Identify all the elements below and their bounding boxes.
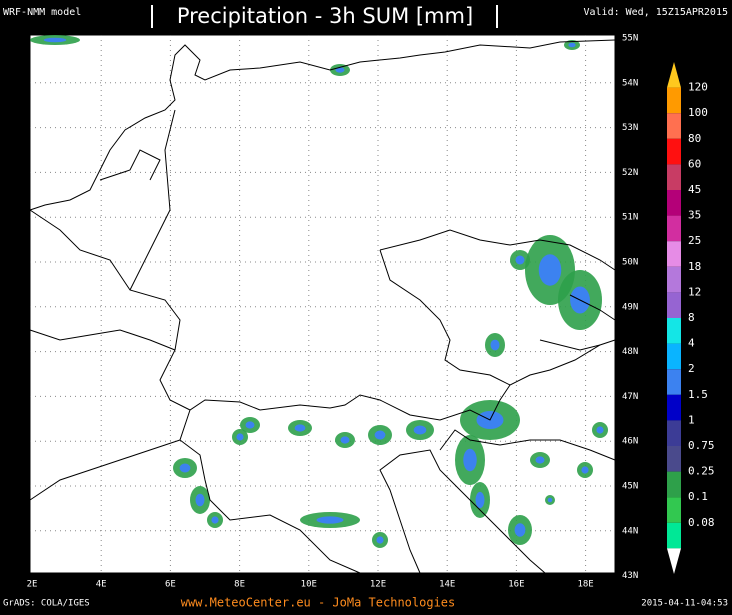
colorbar-segment <box>667 87 681 114</box>
lat-label: 53N <box>622 123 638 133</box>
rain-core <box>294 424 306 432</box>
map: 55N54N53N52N51N50N49N48N47N46N45N44N43N … <box>27 34 639 590</box>
lat-labels: 55N 54N 53N 52N 51N 50N 49N 48N 47N 46N 45N 44N 43N <box>622 34 638 582</box>
rain-core <box>195 493 205 507</box>
lat-label: 51N <box>622 213 638 223</box>
footer-right: 2015-04-11-04:53 <box>641 599 728 609</box>
rain-core <box>547 497 553 503</box>
colorbar-segment <box>667 266 681 293</box>
precipitation <box>30 35 608 548</box>
lat-label: 50N <box>622 258 638 268</box>
lat-label: 44N <box>622 526 638 536</box>
rain-core <box>568 42 576 48</box>
colorbar-segment <box>667 138 681 165</box>
rain-core <box>490 339 500 351</box>
colorbar-label: 12 <box>688 285 701 298</box>
footer-left: GrADS: COLA/IGES <box>3 599 90 609</box>
lat-label: 52N <box>622 168 638 178</box>
lon-labels: 2E 4E 6E 8E 10E 12E 14E 16E 18E <box>27 580 594 590</box>
colorbar-label: 2 <box>688 362 695 375</box>
colorbar-segment <box>667 471 681 498</box>
rain-core <box>335 67 345 73</box>
lon-label: 4E <box>96 580 107 590</box>
colorbar-segment <box>667 190 681 216</box>
colorbar-label: 100 <box>688 106 708 119</box>
colorbar-segment <box>667 394 681 421</box>
map-area <box>29 34 616 574</box>
lon-label: 14E <box>439 580 455 590</box>
rain-core <box>535 456 545 464</box>
rain-core <box>340 436 350 444</box>
colorbar-label: 45 <box>688 183 701 196</box>
lon-label: 6E <box>165 580 176 590</box>
lat-label: 47N <box>622 392 638 402</box>
rain-core <box>413 425 427 435</box>
lat-label: 54N <box>622 78 638 88</box>
rain-core <box>463 448 477 472</box>
colorbar-segment <box>667 420 681 446</box>
lon-label: 2E <box>27 580 38 590</box>
colorbar-segment <box>667 318 681 344</box>
colorbar-label: 120 <box>688 81 708 94</box>
lon-label: 16E <box>508 580 524 590</box>
rain-core <box>596 426 604 434</box>
colorbar-arrow <box>667 548 681 574</box>
lat-label: 43N <box>622 571 638 581</box>
colorbar-label: 80 <box>688 132 701 145</box>
colorbar-segment <box>667 292 681 318</box>
rain-core <box>236 433 244 441</box>
colorbar-segment <box>667 522 681 549</box>
colorbar-segment <box>667 241 681 267</box>
lat-label: 45N <box>622 482 638 492</box>
rain-core <box>514 523 526 537</box>
colorbar-label: 1 <box>688 413 695 426</box>
rain-core <box>475 491 485 509</box>
rain-core <box>211 516 219 524</box>
borders <box>29 39 616 574</box>
colorbar-segment <box>667 446 681 472</box>
colorbar-label: 0.25 <box>688 465 715 478</box>
colorbar-label: 0.75 <box>688 439 715 452</box>
model-label: WRF-NMM model <box>3 7 81 18</box>
rain-core <box>538 254 562 286</box>
valid-time: Valid: Wed, 15Z15APR2015 <box>584 7 729 18</box>
lat-label: 55N <box>622 34 638 44</box>
colorbar-label: 60 <box>688 157 701 170</box>
colorbar-label: 25 <box>688 234 701 247</box>
rain-core <box>581 466 589 474</box>
colorbar-segment <box>667 369 681 395</box>
colorbar-label: 8 <box>688 311 695 324</box>
colorbar-label: 0.1 <box>688 490 708 503</box>
lat-label: 48N <box>622 347 638 357</box>
colorbar-segment <box>667 343 681 370</box>
colorbar-label: 35 <box>688 209 701 222</box>
rain-core <box>515 255 525 265</box>
rain-core <box>179 463 191 473</box>
lon-label: 18E <box>577 580 593 590</box>
rain-core <box>316 516 344 524</box>
colorbar-segment <box>667 164 681 190</box>
lon-label: 10E <box>301 580 317 590</box>
footer-center: www.MeteoCenter.eu - JoMa Technologies <box>181 596 456 610</box>
rain-core <box>376 536 384 544</box>
colorbar-label: 1.5 <box>688 388 708 401</box>
lon-label: 8E <box>234 580 245 590</box>
rain-core <box>374 430 386 440</box>
rain-core <box>245 421 255 429</box>
lon-label: 12E <box>370 580 386 590</box>
colorbar-label: 18 <box>688 260 701 273</box>
title: Precipitation - 3h SUM [mm] <box>177 4 473 28</box>
colorbar-arrow <box>667 62 681 88</box>
rain-core <box>43 37 67 43</box>
colorbar-label: 0.08 <box>688 516 715 529</box>
colorbar-segment <box>667 497 681 523</box>
colorbar-label: 4 <box>688 337 695 350</box>
colorbar: 120 100 80 60 45 35 25 18 12 8 4 2 1.5 1 0.75 0.25 0.1 0.… <box>667 62 715 574</box>
lat-label: 49N <box>622 302 638 312</box>
colorbar-segment <box>667 215 681 242</box>
colorbar-segment <box>667 113 681 139</box>
lat-label: 46N <box>622 437 638 447</box>
